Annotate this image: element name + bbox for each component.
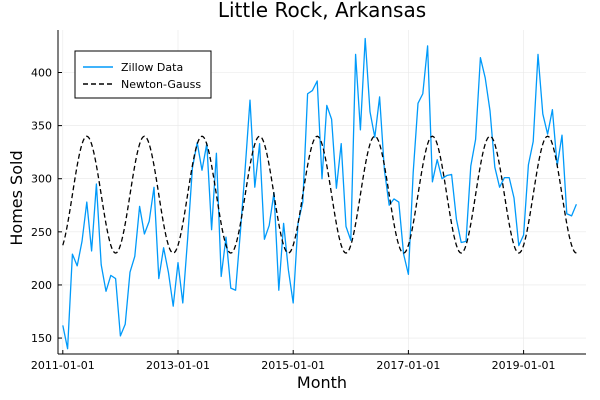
x-tick-label: 2015-01-01 bbox=[261, 359, 325, 372]
y-tick-label: 200 bbox=[31, 279, 52, 292]
y-tick-label: 400 bbox=[31, 66, 52, 79]
legend-label-newton-gauss: Newton-Gauss bbox=[121, 78, 201, 91]
x-axis-label: Month bbox=[297, 373, 347, 392]
y-tick-label: 300 bbox=[31, 173, 52, 186]
series-line-zillow-data bbox=[62, 37, 578, 350]
plot-area: 2011-01-01 2013-01-01 2015-01-01 2017-01-01… bbox=[31, 30, 586, 372]
x-tick-label: 2017-01-01 bbox=[376, 359, 440, 372]
y-tick-label: 350 bbox=[31, 120, 52, 133]
x-tick-label: 2013-01-01 bbox=[146, 359, 210, 372]
x-tick-label: 2011-01-01 bbox=[31, 359, 95, 372]
legend: Zillow Data Newton-Gauss bbox=[74, 50, 212, 99]
series-line-newton-gauss bbox=[62, 135, 577, 254]
legend-label-zillow-data: Zillow Data bbox=[121, 61, 183, 74]
legend-box bbox=[74, 50, 212, 99]
y-tick-label: 150 bbox=[31, 332, 52, 345]
x-tick-label: 2019-01-01 bbox=[492, 359, 556, 372]
y-axis-label: Homes Sold bbox=[7, 150, 26, 245]
y-tick-label: 250 bbox=[31, 226, 52, 239]
chart-title: Little Rock, Arkansas bbox=[218, 0, 426, 22]
